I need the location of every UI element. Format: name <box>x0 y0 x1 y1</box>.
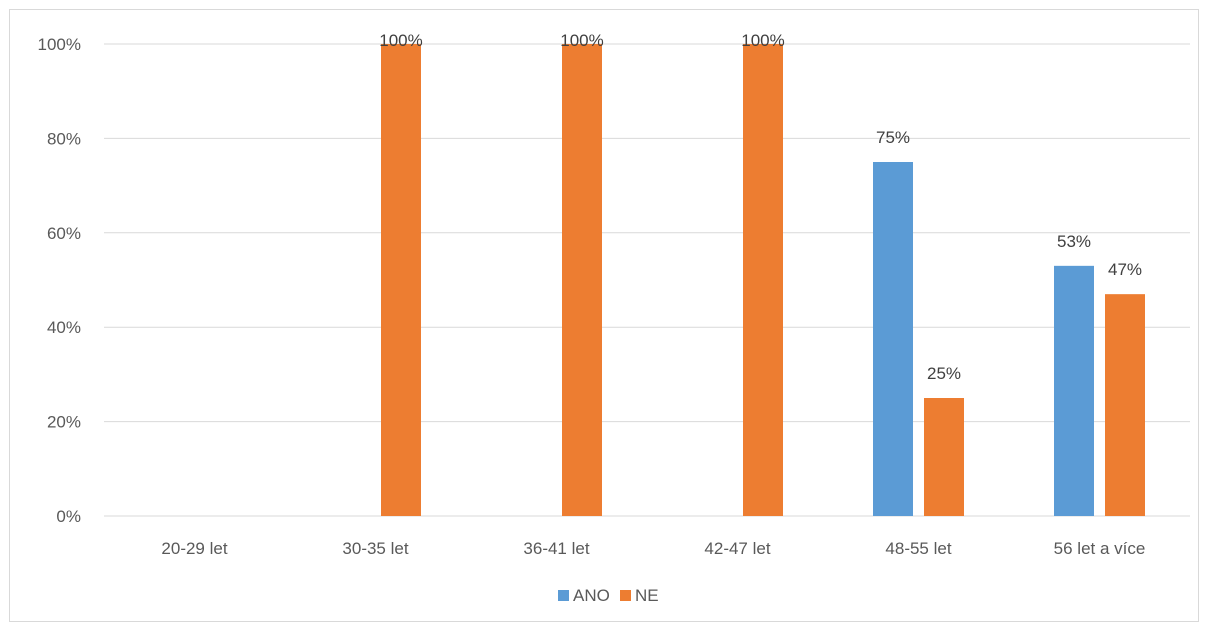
y-tick-label: 20% <box>47 413 81 432</box>
legend-label-ne: NE <box>635 586 659 605</box>
y-tick-label: 80% <box>47 129 81 148</box>
data-label: 53% <box>1057 232 1091 251</box>
data-label: 47% <box>1108 260 1142 279</box>
bar-ne <box>1105 294 1145 516</box>
bar-ne <box>562 44 602 516</box>
data-label: 100% <box>560 31 603 50</box>
bar-ano <box>873 162 913 516</box>
y-tick-label: 0% <box>56 507 81 526</box>
x-tick-label: 48-55 let <box>885 539 951 558</box>
x-tick-label: 42-47 let <box>704 539 770 558</box>
y-tick-label: 100% <box>38 35 81 54</box>
data-label: 100% <box>741 31 784 50</box>
x-tick-label: 20-29 let <box>161 539 227 558</box>
data-label: 25% <box>927 364 961 383</box>
x-tick-label: 36-41 let <box>523 539 589 558</box>
data-label: 100% <box>379 31 422 50</box>
data-label: 75% <box>876 128 910 147</box>
legend-swatch-ne <box>620 590 631 601</box>
legend-swatch-ano <box>558 590 569 601</box>
bar-ne <box>381 44 421 516</box>
bar-ano <box>1054 265 1094 516</box>
chart-frame <box>9 9 1199 622</box>
y-tick-label: 60% <box>47 224 81 243</box>
bar-ne <box>924 398 964 516</box>
legend-label-ano: ANO <box>573 586 610 605</box>
x-tick-label: 30-35 let <box>342 539 408 558</box>
y-tick-label: 40% <box>47 318 81 337</box>
bar-ne <box>743 44 783 516</box>
x-tick-label: 56 let a více <box>1054 539 1146 558</box>
